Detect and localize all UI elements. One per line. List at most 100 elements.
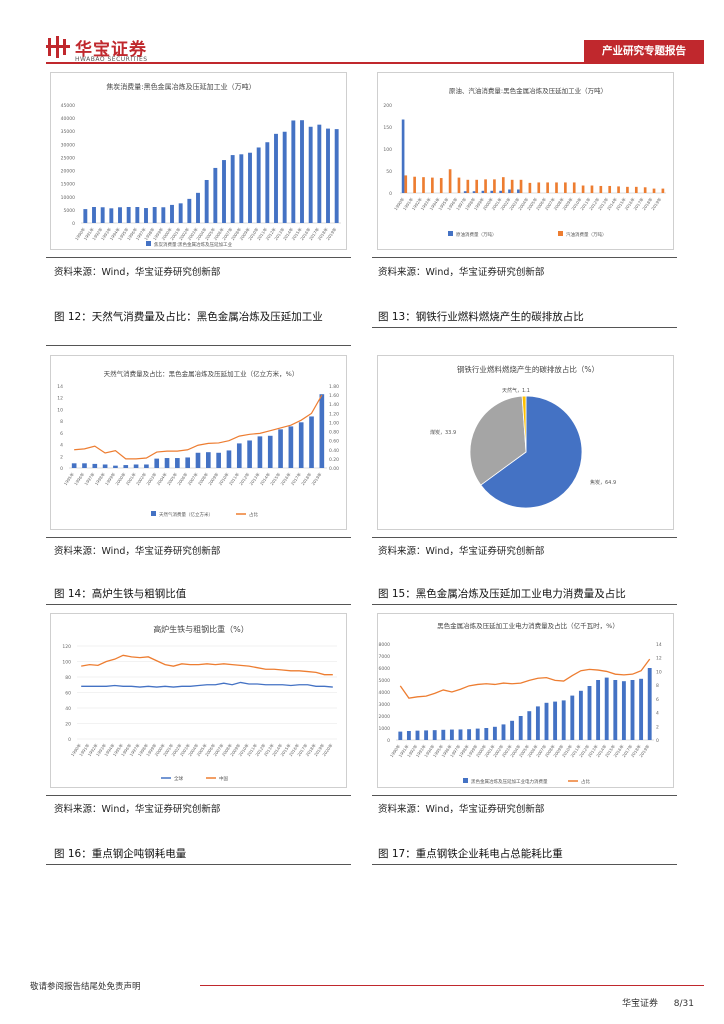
legend-label: 占比 (581, 778, 590, 785)
bar (152, 207, 157, 223)
chart-carbon-emission-pie: 钢铁行业燃料燃烧产生的碳排放占比（%） 焦炭，64.9 煤炭，33.9 天然气，1.1 (430, 364, 616, 509)
chart-title: 黑色金属冶炼及压延加工业电力消费量及占比（亿千瓦时，%） (437, 621, 619, 630)
figure-pie: 钢铁行业燃料燃烧产生的碳排放占比（%） 焦炭，64.9 煤炭，33.9 天然气，1.1 (377, 355, 674, 530)
bar (213, 167, 218, 223)
bar (441, 729, 446, 740)
y-tick-label: 0 (387, 738, 390, 744)
bar (484, 728, 489, 740)
y-tick-label: 0 (72, 221, 75, 227)
bar (652, 188, 656, 193)
divider (46, 257, 351, 258)
y-tick-label: 2000 (379, 714, 391, 720)
bar (118, 207, 122, 223)
y-tick-label: 50 (386, 169, 392, 175)
divider (46, 345, 351, 346)
bar (546, 182, 549, 193)
y-tick-label: 7000 (379, 654, 391, 660)
bar (587, 686, 592, 740)
bar (449, 729, 454, 740)
bar (519, 179, 523, 193)
bar (222, 160, 226, 223)
y-tick-label: 45000 (61, 103, 75, 109)
bar (537, 182, 541, 193)
y-tick-label-right: 1.60 (329, 393, 339, 399)
divider (46, 537, 351, 538)
bar (475, 179, 479, 193)
figure-power: 黑色金属冶炼及压延加工业电力消费量及占比（亿千瓦时，%） 0 1000 2000 300… (377, 613, 674, 788)
bar (431, 177, 434, 193)
chart-power-consumption: 黑色金属冶炼及压延加工业电力消费量及占比（亿千瓦时，%） 0 1000 2000 300… (379, 621, 662, 785)
disclaimer-note: 敬请参阅报告结尾处免责声明 (30, 982, 141, 992)
bar (319, 394, 325, 468)
bar (282, 131, 287, 223)
header-divider (46, 62, 704, 64)
y-tick-label: 20 (65, 722, 71, 728)
bar (300, 120, 304, 223)
bar (257, 436, 263, 468)
bar (195, 452, 201, 468)
bar (466, 179, 470, 193)
bar (334, 129, 339, 223)
y-tick-label-right: 0.60 (329, 439, 339, 445)
y-tick-label-right: 0 (656, 738, 659, 744)
y-tick-label: 35000 (61, 129, 75, 135)
bar (196, 192, 200, 223)
bar (404, 175, 408, 193)
bar (71, 463, 77, 468)
bar (590, 185, 594, 193)
divider (372, 604, 677, 605)
y-tick-label-right: 0.20 (329, 457, 339, 463)
series-line (81, 654, 333, 676)
chart-title: 高炉生铁与粗钢比重（%） (153, 624, 249, 634)
bar (326, 128, 330, 223)
pie-slice (521, 395, 527, 453)
bar (499, 190, 502, 193)
bar (239, 154, 244, 223)
bar (187, 198, 192, 223)
pie-slice (480, 395, 583, 509)
y-tick-label: 0 (60, 466, 63, 472)
bar (599, 185, 603, 193)
bar (472, 191, 476, 193)
bar (267, 435, 273, 468)
y-tick-label: 100 (383, 147, 392, 153)
bar (481, 190, 485, 193)
y-tick-label: 100 (62, 660, 71, 666)
bar (647, 668, 652, 740)
y-tick-label: 0 (68, 737, 71, 743)
chart-coke-consumption: 焦炭消费量:黑色金属冶炼及压延加工业（万吨） 0 5000 10000 15000 200… (61, 82, 341, 248)
bar (457, 177, 461, 193)
y-tick-label: 150 (383, 125, 392, 131)
y-tick-label: 25000 (61, 155, 75, 161)
source-note: 资料来源：Wind，华宝证券研究创新部 (54, 546, 221, 557)
legend-swatch (558, 231, 563, 236)
bar (578, 690, 583, 740)
bar (570, 695, 575, 740)
slice-label: 天然气，1.1 (502, 387, 530, 394)
y-tick-label-right: 0.00 (329, 466, 339, 472)
y-tick-label-right: 1.00 (329, 420, 339, 426)
source-note: 资料来源：Wind，华宝证券研究创新部 (54, 804, 221, 815)
bar (617, 186, 620, 193)
bar (274, 133, 278, 223)
bar (626, 186, 629, 193)
bar (83, 209, 88, 223)
y-tick-label-right: 0.80 (329, 430, 339, 436)
slice-label: 焦炭，64.9 (590, 479, 616, 486)
chart-pig-iron-ratio: 高炉生铁与粗钢比重（%）0204060801001201990年1991年199… (62, 624, 337, 782)
chart-title: 原油、汽油消费量:黑色金属冶炼及压延加工业（万吨） (449, 86, 607, 95)
bar (508, 189, 511, 193)
y-tick-label: 5000 (64, 208, 76, 214)
bar (581, 185, 585, 193)
y-tick-label: 3000 (379, 702, 391, 708)
bar (298, 422, 304, 468)
bar (109, 208, 114, 223)
bar (102, 464, 108, 468)
y-tick-label-right: 8 (656, 683, 659, 689)
y-tick-label-right: 0.40 (329, 448, 339, 454)
bar (608, 185, 612, 193)
source-note: 资料来源：Wind，华宝证券研究创新部 (54, 267, 221, 278)
source-note: 资料来源：Wind，华宝证券研究创新部 (378, 804, 545, 815)
legend-label: 中国 (219, 775, 228, 782)
bar (639, 678, 644, 740)
